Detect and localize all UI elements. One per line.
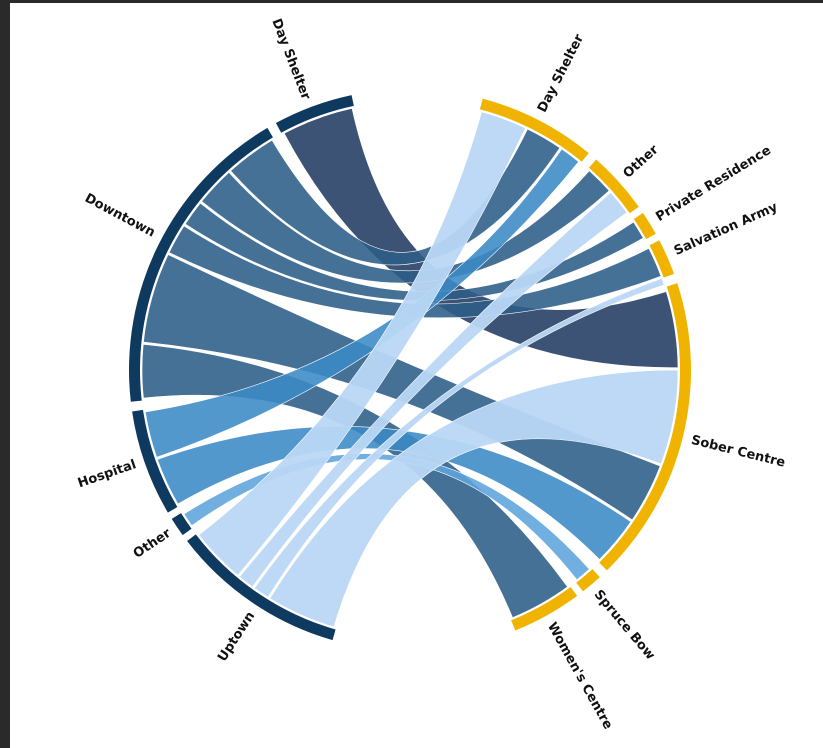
- label-o-uptown: Uptown: [215, 609, 258, 664]
- arc-o-other: [171, 513, 192, 536]
- arc-o-uptown: [187, 534, 336, 641]
- arc-d-other: [588, 159, 639, 214]
- ribbon-hospital-to-day-shelter: [144, 148, 580, 458]
- arc-d-spruce-bow: [576, 569, 600, 592]
- label-d-womens-centre: Women's Centre: [544, 620, 615, 732]
- arc-d-womens-centre: [511, 587, 578, 631]
- arc-d-private-residence: [633, 212, 656, 240]
- label-d-salvation-army: Salvation Army: [672, 200, 781, 259]
- label-d-day-shelter: Day Shelter: [535, 32, 587, 116]
- ribbon-uptown-to-sober-centre: [269, 369, 679, 628]
- arc-o-day-shelter: [275, 95, 354, 133]
- label-d-sober-centre: Sober Centre: [690, 433, 787, 471]
- arcs-layer: [128, 95, 691, 641]
- label-o-downtown: Downtown: [82, 191, 157, 241]
- ribbon-downtown-to-day-shelter: [230, 128, 561, 266]
- ribbon-downtown-to-salvation-army: [168, 225, 662, 319]
- arc-d-day-shelter: [479, 98, 589, 162]
- ribbon-uptown-to-day-shelter: [198, 111, 526, 576]
- frame-top-border: [10, 0, 823, 3]
- ribbons-layer: [141, 107, 679, 628]
- ribbon-uptown-to-other: [239, 191, 628, 588]
- ribbon-other-to-spruce-bow: [183, 453, 590, 581]
- arc-d-sober-centre: [599, 283, 691, 571]
- arc-o-hospital: [132, 409, 178, 513]
- label-d-spruce-bow: Spruce Bow: [591, 587, 658, 663]
- arc-d-salvation-army: [649, 240, 675, 278]
- label-o-hospital: Hospital: [76, 457, 138, 491]
- arc-o-downtown: [128, 127, 273, 402]
- ribbon-uptown-to-salvation-army: [253, 277, 665, 598]
- label-o-other: Other: [131, 526, 174, 562]
- label-d-other: Other: [620, 142, 661, 181]
- ribbon-downtown-to-other: [201, 170, 610, 284]
- label-o-day-shelter: Day Shelter: [268, 17, 313, 103]
